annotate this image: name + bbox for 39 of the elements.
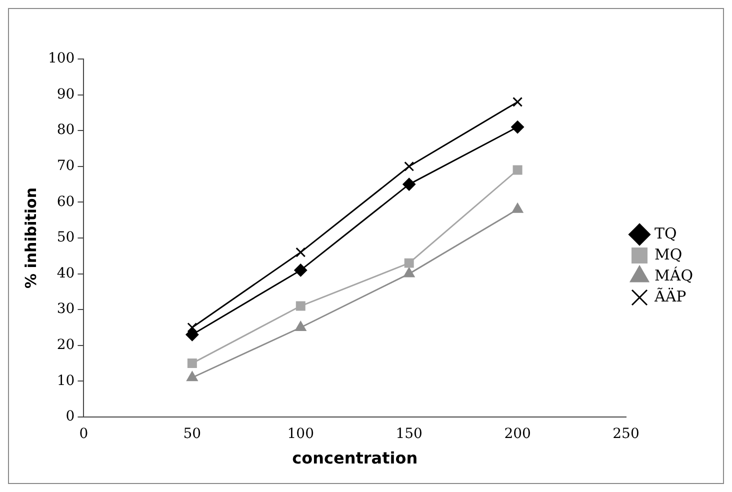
point (402, 178, 416, 191)
y-tick-label: 70 (56, 158, 75, 174)
x-tick-label: 150 (396, 426, 422, 442)
y-tick-label: 20 (56, 337, 75, 354)
point (296, 301, 306, 311)
x-tick-label: 50 (183, 426, 202, 442)
point (511, 120, 524, 134)
point (294, 264, 308, 277)
x-axis-title: concentration (292, 448, 418, 468)
y-tick-label: 50 (56, 230, 75, 246)
point (296, 247, 306, 258)
point (512, 202, 524, 213)
legend-label: TQ (654, 224, 677, 242)
y-axis-title: % inhibition (22, 187, 40, 289)
legend-label: MQ (654, 245, 682, 264)
y-tick-label: 30 (56, 301, 75, 318)
point (403, 267, 415, 278)
y-tick-label: 10 (56, 372, 75, 389)
point (404, 161, 414, 172)
point (186, 371, 198, 382)
x-tick-label: 250 (612, 426, 640, 442)
point (294, 321, 306, 331)
y-tick-label: 0 (66, 408, 75, 425)
point (186, 328, 199, 342)
y-tick-label: 80 (56, 122, 75, 138)
point (187, 322, 198, 332)
x-tick-label: 200 (504, 426, 531, 442)
point (404, 258, 414, 268)
y-tick-label: 40 (56, 265, 75, 282)
y-tick-label: 90 (56, 86, 75, 102)
point (512, 165, 522, 175)
point (187, 358, 197, 368)
y-tick-label: 60 (56, 194, 75, 210)
legend-label: ÃÄP (654, 287, 686, 306)
legend-label: MÁQ (654, 266, 694, 284)
x-tick-label: 0 (79, 426, 88, 442)
x-tick-label: 100 (287, 426, 314, 442)
point (512, 96, 523, 107)
y-tick-label: 100 (48, 50, 75, 67)
